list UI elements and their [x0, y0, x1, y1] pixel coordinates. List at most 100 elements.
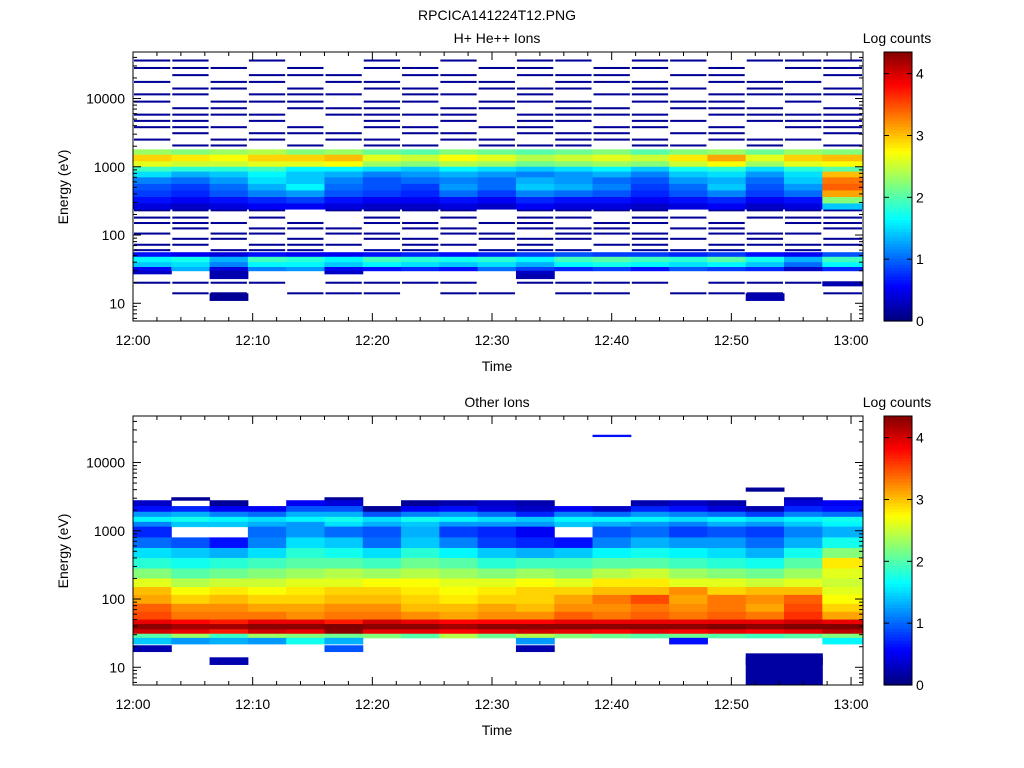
- heatmap-cell: [171, 154, 211, 162]
- heatmap-cell: [210, 232, 247, 235]
- colorbar-segment: [884, 201, 912, 206]
- heatmap-cell: [401, 624, 440, 630]
- colorbar-segment: [884, 171, 912, 176]
- heatmap-cell: [209, 166, 249, 173]
- heatmap-cell: [670, 292, 707, 295]
- heatmap-cell: [439, 183, 479, 191]
- heatmap-cell: [247, 537, 287, 549]
- heatmap-cell: [325, 209, 362, 212]
- heatmap-cell: [133, 262, 172, 268]
- heatmap-cell: [745, 506, 785, 513]
- heatmap-cell: [247, 166, 287, 173]
- heatmap-cell: [363, 292, 401, 295]
- heatmap-cell: [209, 603, 249, 613]
- colorbar-segment: [884, 141, 912, 146]
- heatmap-cell: [707, 197, 747, 204]
- heatmap-cell: [248, 216, 286, 219]
- heatmap-cell: [784, 516, 823, 523]
- heatmap-cell: [630, 611, 670, 621]
- heatmap-cell: [554, 557, 594, 569]
- heatmap-cell: [707, 586, 747, 596]
- heatmap-cell: [324, 506, 364, 513]
- heatmap-cell: [554, 521, 594, 528]
- colorbar-frame: [883, 51, 913, 322]
- heatmap-cell: [362, 149, 402, 156]
- heatmap-cell: [171, 578, 211, 588]
- heatmap-cell: [746, 119, 784, 122]
- heatmap-cell: [172, 237, 209, 240]
- heatmap-cell: [515, 578, 555, 588]
- heatmap-cell: [516, 59, 554, 62]
- heatmap-cell: [592, 547, 632, 559]
- heatmap-cell: [592, 511, 632, 518]
- colorbar-segment: [884, 454, 912, 459]
- colorbar-segment: [884, 625, 912, 629]
- heatmap-cell: [822, 171, 864, 178]
- heatmap-cell: [439, 586, 479, 596]
- y-tick-label: 10: [109, 295, 125, 311]
- colorbar-segment: [884, 460, 912, 465]
- heatmap-cell: [669, 568, 708, 579]
- heatmap-cell: [248, 100, 286, 103]
- heatmap-cell: [784, 594, 823, 605]
- heatmap-cell: [823, 66, 862, 69]
- heatmap-cell: [439, 506, 479, 513]
- colorbar-segment: [884, 532, 912, 537]
- heatmap-cell: [707, 511, 747, 518]
- heatmap-cell: [554, 149, 594, 156]
- heatmap-cell: [248, 281, 286, 284]
- heatmap-cell: [669, 629, 708, 635]
- heatmap-cell: [477, 171, 517, 178]
- heatmap-cell: [478, 232, 515, 235]
- heatmap-cell: [593, 138, 630, 141]
- heatmap-cell: [287, 93, 324, 96]
- heatmap-cell: [516, 249, 554, 252]
- heatmap-cell: [171, 586, 211, 596]
- heatmap-cell: [401, 516, 440, 523]
- heatmap-cell: [286, 603, 325, 613]
- heatmap-cell: [669, 506, 708, 513]
- heatmap-cell: [286, 252, 325, 258]
- heatmap-cell: [515, 171, 555, 178]
- heatmap-cell: [171, 252, 211, 258]
- heatmap-cell: [401, 171, 440, 178]
- heatmap-cell: [440, 209, 477, 212]
- heatmap-cell: [401, 537, 440, 549]
- heatmap-cell: [554, 266, 594, 272]
- colorbar-segment: [884, 183, 912, 188]
- heatmap-cell: [516, 216, 554, 219]
- heatmap-cells: [133, 434, 864, 686]
- heatmap-cell: [248, 74, 286, 77]
- heatmap-cell: [247, 256, 287, 263]
- heatmap-cell: [555, 59, 592, 62]
- heatmap-cell: [745, 293, 785, 301]
- x-tick-label: 12:20: [355, 696, 390, 712]
- heatmap-cell: [324, 611, 364, 621]
- heatmap-cell: [708, 113, 745, 116]
- heatmap-cell: [822, 537, 864, 549]
- colorbar-segment: [884, 192, 912, 197]
- heatmap-cell: [133, 177, 172, 185]
- heatmap-cell: [785, 216, 822, 219]
- heatmap-cell: [554, 568, 594, 579]
- heatmap-cell: [287, 227, 324, 230]
- colorbar-segment: [884, 598, 912, 602]
- heatmap-cell: [402, 243, 439, 246]
- colorbar-segment: [884, 421, 912, 426]
- heatmap-cell: [822, 161, 864, 168]
- heatmap-cell: [210, 107, 247, 110]
- colorbar-segment: [884, 478, 912, 483]
- colorbar-segment: [884, 180, 912, 185]
- heatmap-cell: [745, 149, 785, 156]
- heatmap-cell: [247, 516, 287, 523]
- heatmap-cell: [669, 262, 708, 268]
- heatmap-cell: [478, 292, 515, 295]
- heatmap-cell: [362, 177, 402, 185]
- heatmap-cell: [746, 113, 784, 116]
- heatmap-cell: [133, 633, 172, 639]
- heatmap-cell: [477, 149, 517, 156]
- heatmap-cell: [401, 633, 440, 639]
- heatmap-cell: [784, 511, 823, 518]
- heatmap-cell: [670, 249, 707, 252]
- colorbar: 0 1 2 3 4: [883, 415, 924, 693]
